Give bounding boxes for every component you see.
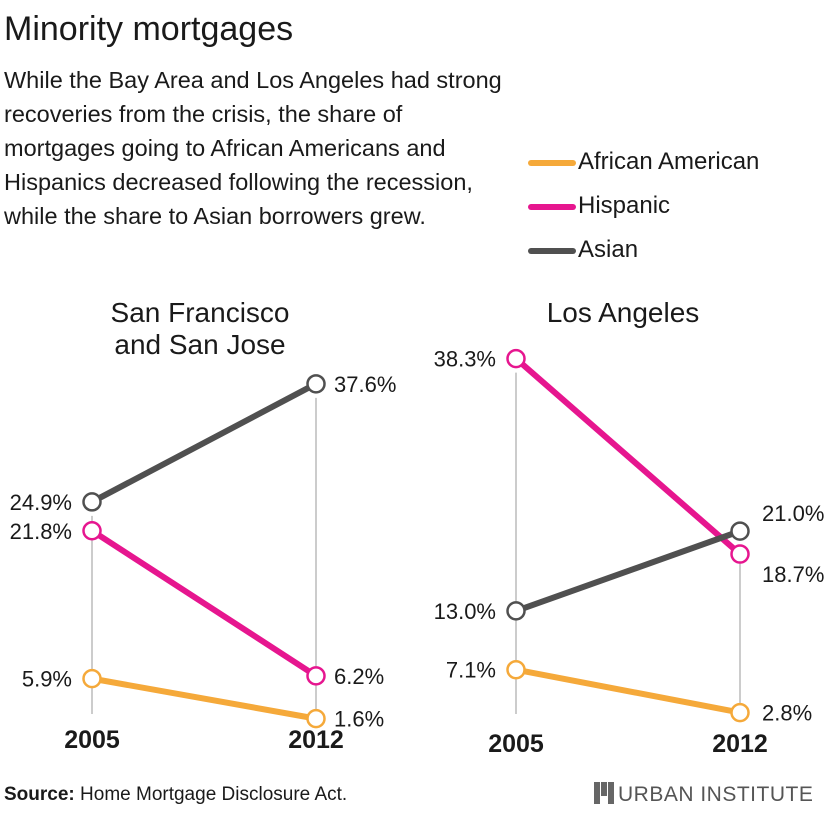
panel-2-value-label-asian: 21.0% xyxy=(762,501,824,526)
panel-2-point-asian xyxy=(506,601,526,621)
source-note: Source: Home Mortgage Disclosure Act. xyxy=(4,784,347,806)
legend-swatch-hispanic xyxy=(528,204,576,210)
panel-1-value-label-hispanic: 6.2% xyxy=(334,664,384,689)
panel-1-value-label-hispanic: 21.8% xyxy=(10,519,72,544)
panel-1-point-hispanic xyxy=(306,666,326,686)
panel-1-point-african-american xyxy=(82,668,102,689)
panel-1-value-label-asian: 37.6% xyxy=(334,372,396,397)
panel-1-value-label-african-american: 1.6% xyxy=(334,707,384,732)
legend-item-asian: Asian xyxy=(528,230,759,274)
panel-2-point-hispanic xyxy=(506,348,526,369)
panel-1-year-label: 2005 xyxy=(64,726,120,754)
panel-2-line-hispanic xyxy=(513,355,743,558)
legend-swatch-african-american xyxy=(528,160,576,166)
legend-label-asian: Asian xyxy=(578,236,639,263)
panel-2-value-label-african-american: 7.1% xyxy=(446,658,496,683)
brand-name: URBAN INSTITUTE xyxy=(618,783,814,806)
panel-1-value-label-asian: 24.9% xyxy=(10,490,72,515)
panel-2-point-african-american xyxy=(506,659,526,680)
urban-institute-logo: URBAN INSTITUTE xyxy=(594,782,813,807)
panel-1-title-line: San Francisco xyxy=(111,297,290,328)
chart-title: Minority mortgages xyxy=(4,10,294,48)
legend-swatch-asian xyxy=(528,248,576,254)
panel-1-line-african-american xyxy=(89,675,319,722)
panel-2-point-hispanic xyxy=(730,544,750,564)
panel-2-line-asian xyxy=(513,528,743,614)
legend-label-african-american: African American xyxy=(578,148,760,175)
panel-1-line-asian xyxy=(89,380,319,505)
panel-1-point-african-american xyxy=(306,708,326,729)
panel-2-year-label: 2012 xyxy=(712,730,768,758)
panel-1-line-hispanic xyxy=(89,527,319,679)
panel-2-value-label-african-american: 2.8% xyxy=(762,701,812,726)
panel-2-value-label-asian: 13.0% xyxy=(434,599,496,624)
legend-item-african-american: African American xyxy=(528,142,759,186)
panel-1-point-asian xyxy=(306,374,326,394)
panel-2-point-african-american xyxy=(730,702,750,723)
panel-1-value-label-african-american: 5.9% xyxy=(22,667,72,692)
panel-1-point-asian xyxy=(82,492,102,512)
panel-2-point-asian xyxy=(730,521,750,541)
source-text: Home Mortgage Disclosure Act. xyxy=(80,784,348,805)
panel-2-value-label-hispanic: 38.3% xyxy=(434,347,496,372)
legend: African American Hispanic Asian xyxy=(528,142,759,274)
panel-1-year-label: 2012 xyxy=(288,726,344,754)
panel-2-value-label-hispanic: 18.7% xyxy=(762,562,824,587)
panel-2-year-label: 2005 xyxy=(488,730,544,758)
panel-1-point-hispanic xyxy=(82,521,102,541)
panel-1-title-line: and San Jose xyxy=(114,329,285,360)
panel-2-line-african-american xyxy=(513,666,743,716)
legend-item-hispanic: Hispanic xyxy=(528,186,759,230)
legend-label-hispanic: Hispanic xyxy=(578,192,671,219)
chart-subtitle: While the Bay Area and Los Angeles had s… xyxy=(4,67,502,229)
panel-2-title-line: Los Angeles xyxy=(547,297,700,328)
source-label: Source: xyxy=(4,784,75,805)
urban-institute-mark-icon xyxy=(594,782,614,804)
